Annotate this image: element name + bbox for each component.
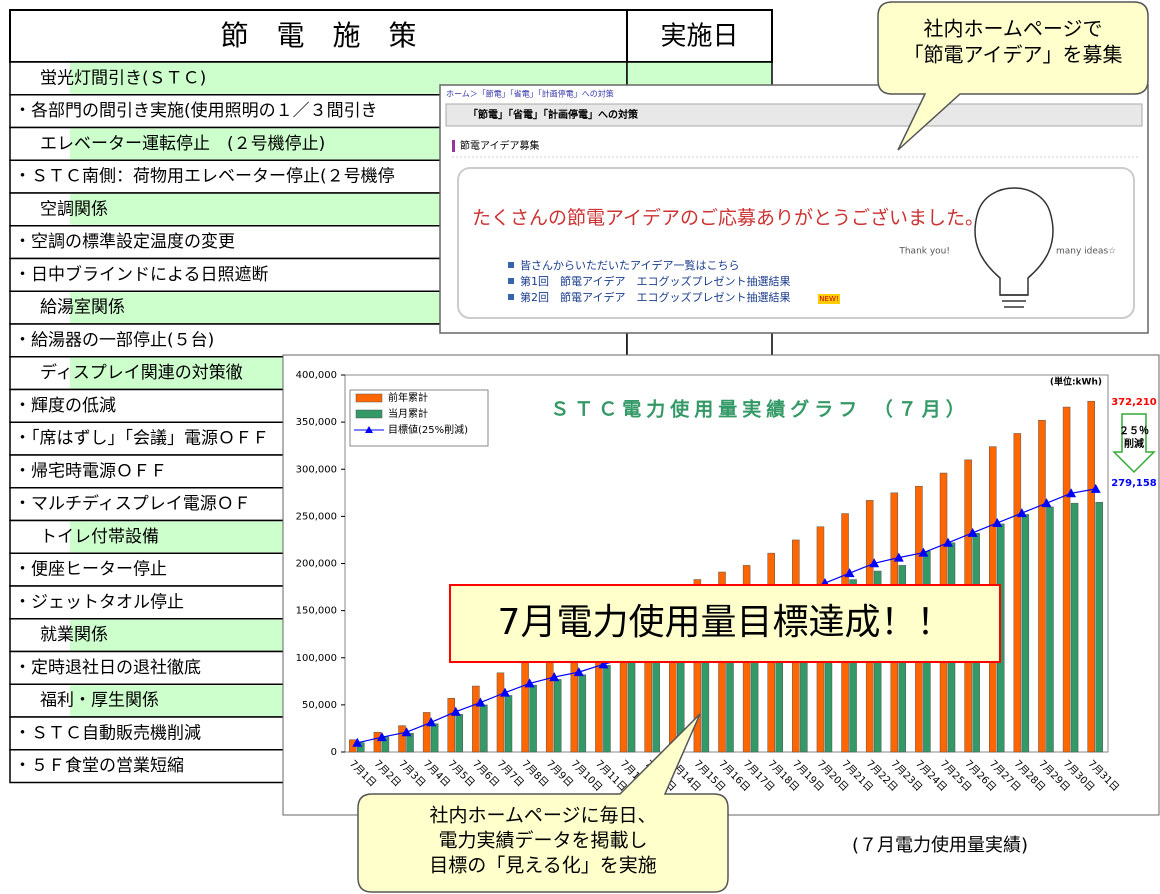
section-label: 給湯室関係 (40, 298, 125, 318)
legend-swatch (356, 394, 382, 402)
item-label: ・５Ｆ食堂の営業短縮 (14, 756, 184, 776)
item-label: ・帰宅時電源ＯＦＦ (14, 461, 167, 481)
legend-swatch (356, 410, 382, 418)
header-date: 実施日 (660, 22, 738, 52)
link: 皆さんからいただいたアイデア一覧はこちら (520, 258, 739, 272)
link-bullet (508, 278, 514, 284)
item-label: ・日中ブラインドによる日照遮断 (14, 264, 269, 285)
end-value-label: 372,210 (1111, 397, 1157, 408)
bar (1022, 514, 1029, 752)
bar (1096, 502, 1103, 752)
bar (1071, 503, 1078, 752)
callout-text: 社内ホームページで (924, 17, 1103, 41)
reduction-label: 削減 (1124, 437, 1144, 450)
item-label: ・便座ヒーター停止 (14, 560, 167, 580)
new-badge: NEW! (819, 295, 838, 303)
section-label: ディスプレイ関連の対策徹 (40, 362, 243, 383)
bar (374, 732, 381, 752)
bar (1014, 433, 1021, 752)
bar (480, 705, 487, 752)
heading: 「節電」「省電」「計画停電」への対策 (468, 108, 639, 121)
bar (448, 698, 455, 752)
item-label: ・定時退社日の退社徹底 (14, 658, 201, 678)
item-label: ・輝度の低減 (14, 396, 116, 416)
callout-text: 「節電アイデア」を募集 (904, 43, 1123, 67)
link: 第1回 節電アイデア エコグッズプレゼント抽選結果 (520, 274, 790, 288)
item-label: ・各部門の間引き実施(使用照明の１／３間引き (14, 100, 378, 121)
bar (579, 675, 586, 752)
bar (1038, 420, 1045, 752)
bar (1088, 401, 1095, 752)
section-label: トイレ付帯設備 (40, 527, 159, 547)
unit-label: (単位:kWh) (1050, 376, 1102, 388)
link-bullet (508, 294, 514, 300)
section-label: 福利・厚生関係 (40, 691, 159, 711)
legend-label: 当月累計 (388, 407, 428, 420)
bar (530, 685, 537, 752)
item-label: ・ジェットタオル停止 (14, 592, 184, 612)
legend-label: 目標値(25%削減) (388, 423, 468, 436)
y-tick-label: 400,000 (296, 370, 337, 381)
chart-title: ＳＴＣ電力使用量実績グラフ （７月） (550, 398, 970, 421)
bar (628, 655, 635, 752)
bar (546, 652, 553, 752)
page: 節 電 施 策 実施日蛍光灯間引き(ＳＴＣ) ・各部門の間引き実施(使用照明の１／３… (0, 0, 1160, 894)
bar (522, 661, 529, 752)
item-label: ・空調の標準設定温度の変更 (14, 232, 235, 252)
y-tick-label: 350,000 (296, 417, 337, 428)
bar (472, 686, 479, 752)
banner: 7月電力使用量目標達成！！ (498, 602, 953, 643)
callout-text: 社内ホームページに毎日、 (429, 805, 656, 827)
bar (431, 724, 438, 752)
y-tick-label: 150,000 (296, 606, 337, 617)
bar (423, 712, 430, 752)
section-title: 節電アイデア募集 (460, 139, 540, 152)
thank-you: Thank you! (898, 247, 950, 257)
item-label: ・ＳＴＣ自動販売機削減 (14, 723, 201, 743)
legend-label: 前年累計 (388, 391, 428, 404)
caption: (７月電力使用量実績) (852, 835, 1028, 856)
y-tick-label: 250,000 (296, 511, 337, 522)
y-tick-label: 200,000 (296, 559, 337, 570)
item-label: ・マルチディスプレイ電源ＯＦ (14, 493, 251, 514)
bar (1063, 407, 1070, 752)
bar (497, 673, 504, 752)
many-ideas: many ideas☆ (1056, 247, 1116, 257)
callout-text: 電力実績データを掲載し (438, 830, 647, 852)
bar (456, 714, 463, 752)
thanks-message: たくさんの節電アイデアのご応募ありがとうございました。 (472, 206, 984, 229)
section-marker (452, 140, 455, 152)
bar (1046, 507, 1053, 752)
y-tick-label: 100,000 (296, 653, 337, 664)
item-label: ・給湯器の一部停止(５台) (14, 330, 214, 350)
bar (505, 695, 512, 752)
chart: 0 50,000 100,000 150,000 200,000 250,000 300,0… (283, 355, 1159, 815)
link-bullet (508, 262, 514, 268)
reduction-label: ２５％ (1119, 425, 1149, 437)
section-label: エレベーター運転停止 (２号機停止) (40, 134, 325, 154)
y-tick-label: 50,000 (302, 700, 337, 711)
bar (554, 679, 561, 752)
link: 第2回 節電アイデア エコグッズプレゼント抽選結果 (520, 290, 790, 304)
section-label: 空調関係 (40, 199, 108, 219)
callout-text: 目標の「見える化」を実施 (429, 855, 656, 877)
y-tick-label: 0 (331, 747, 337, 758)
end-value-label: 279,158 (1111, 478, 1157, 489)
item-label: ・「席はずし」「会議」電源ＯＦＦ (14, 429, 269, 449)
website-screenshot: ホーム＞「節電」「省電」「計画停電」への対策「節電」「省電」「計画停電」への対策… (440, 85, 1148, 333)
header-title: 節 電 施 策 (220, 19, 416, 52)
bar (399, 726, 406, 752)
section-label: 就業関係 (40, 625, 108, 645)
bar (603, 665, 610, 752)
breadcrumb: ホーム＞「節電」「省電」「計画停電」への対策 (446, 89, 614, 99)
item-label: ・ＳＴＣ南側：荷物用エレベーター停止(２号機停 (14, 167, 395, 187)
section-label: 蛍光灯間引き(ＳＴＣ) (40, 68, 206, 88)
y-tick-label: 300,000 (296, 464, 337, 475)
